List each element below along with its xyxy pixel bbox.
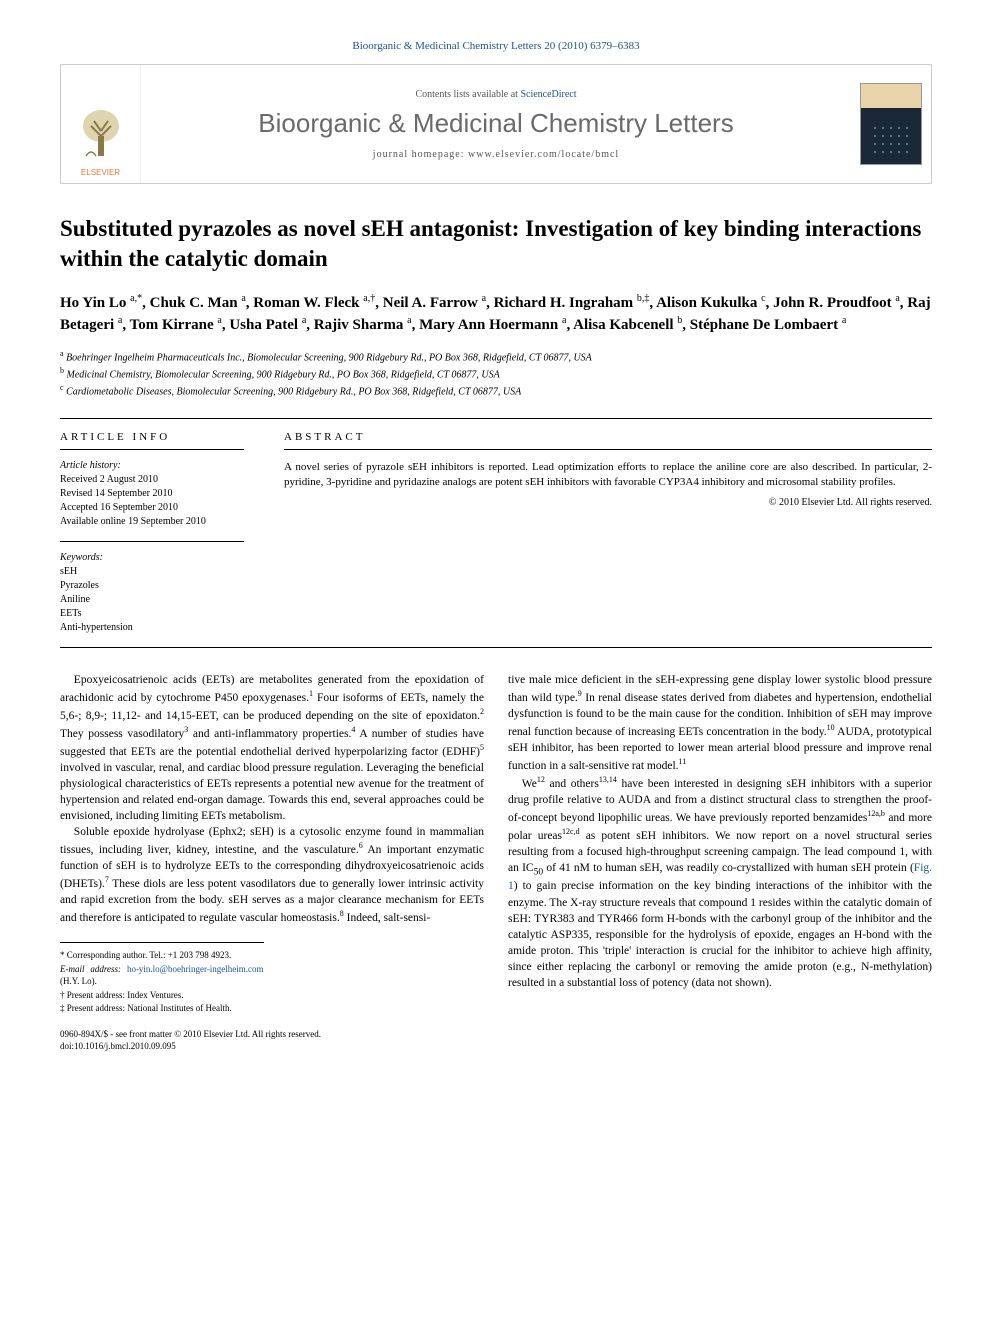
body-column-left: Epoxyeicosatrienoic acids (EETs) are met… [60, 672, 484, 1053]
elsevier-tree-icon [76, 106, 126, 166]
history-item: Revised 14 September 2010 [60, 487, 244, 501]
journal-banner: ELSEVIER Contents lists available at Sci… [60, 64, 932, 184]
article-info-heading: ARTICLE INFO [60, 431, 244, 450]
affiliation-list: a Boehringer Ingelheim Pharmaceuticals I… [60, 348, 932, 400]
corresponding-author-note: * Corresponding author. Tel.: +1 203 798… [60, 949, 264, 962]
article-info-block: ARTICLE INFO Article history: Received 2… [60, 419, 260, 647]
history-item: Accepted 16 September 2010 [60, 501, 244, 515]
author-email-link[interactable]: ho-yin.lo@boehringer-ingelheim.com [127, 964, 264, 974]
journal-cover-thumbnail [860, 83, 922, 165]
journal-cover-block [851, 65, 931, 183]
keyword-item: sEH [60, 565, 244, 579]
body-column-right: tive male mice deficient in the sEH-expr… [508, 672, 932, 1053]
present-address-note: † Present address: Index Ventures. [60, 989, 264, 1002]
sciencedirect-link[interactable]: ScienceDirect [520, 89, 576, 100]
publisher-logo-block: ELSEVIER [61, 65, 141, 183]
abstract-text: A novel series of pyrazole sEH inhibitor… [284, 460, 932, 491]
contents-available-line: Contents lists available at ScienceDirec… [415, 89, 576, 100]
body-columns: Epoxyeicosatrienoic acids (EETs) are met… [60, 672, 932, 1053]
email-note: E-mail address: ho-yin.lo@boehringer-ing… [60, 963, 264, 988]
affiliation-item: c Cardiometabolic Diseases, Biomolecular… [60, 382, 932, 399]
abstract-heading: ABSTRACT [284, 431, 932, 450]
publisher-name: ELSEVIER [81, 168, 120, 177]
front-matter-line: 0960-894X/$ - see front matter © 2010 El… [60, 1029, 484, 1041]
abstract-block: ABSTRACT A novel series of pyrazole sEH … [260, 419, 932, 647]
article-title: Substituted pyrazoles as novel sEH antag… [60, 214, 932, 274]
affiliation-item: a Boehringer Ingelheim Pharmaceuticals I… [60, 348, 932, 365]
body-paragraph: We12 and others13,14 have been intereste… [508, 774, 932, 991]
abstract-copyright: © 2010 Elsevier Ltd. All rights reserved… [284, 497, 932, 508]
present-address-note: ‡ Present address: National Institutes o… [60, 1002, 264, 1015]
journal-homepage-line: journal homepage: www.elsevier.com/locat… [373, 149, 619, 160]
info-abstract-row: ARTICLE INFO Article history: Received 2… [60, 418, 932, 648]
keyword-item: EETs [60, 607, 244, 621]
contents-prefix: Contents lists available at [415, 89, 520, 100]
author-list: Ho Yin Lo a,*, Chuk C. Man a, Roman W. F… [60, 292, 932, 336]
footer-bar: 0960-894X/$ - see front matter © 2010 El… [60, 1029, 484, 1052]
body-paragraph: Epoxyeicosatrienoic acids (EETs) are met… [60, 672, 484, 824]
affiliation-item: b Medicinal Chemistry, Biomolecular Scre… [60, 365, 932, 382]
history-item: Received 2 August 2010 [60, 473, 244, 487]
homepage-url: www.elsevier.com/locate/bmcl [468, 149, 619, 160]
body-paragraph: tive male mice deficient in the sEH-expr… [508, 672, 932, 774]
footnotes-block: * Corresponding author. Tel.: +1 203 798… [60, 942, 264, 1015]
keyword-item: Pyrazoles [60, 579, 244, 593]
history-label: Article history: [60, 460, 244, 471]
header-citation: Bioorganic & Medicinal Chemistry Letters… [60, 40, 932, 52]
keywords-label: Keywords: [60, 552, 244, 563]
banner-center: Contents lists available at ScienceDirec… [141, 65, 851, 183]
body-paragraph: Soluble epoxide hydrolyase (Ephx2; sEH) … [60, 824, 484, 926]
history-item: Available online 19 September 2010 [60, 515, 244, 529]
email-label: E-mail address: [60, 964, 127, 974]
keyword-item: Anti-hypertension [60, 621, 244, 635]
info-divider [60, 541, 244, 542]
keyword-item: Aniline [60, 593, 244, 607]
doi-line: doi:10.1016/j.bmcl.2010.09.095 [60, 1041, 484, 1053]
homepage-prefix: journal homepage: [373, 149, 468, 160]
journal-name: Bioorganic & Medicinal Chemistry Letters [258, 108, 733, 139]
email-suffix: (H.Y. Lo). [60, 976, 97, 986]
